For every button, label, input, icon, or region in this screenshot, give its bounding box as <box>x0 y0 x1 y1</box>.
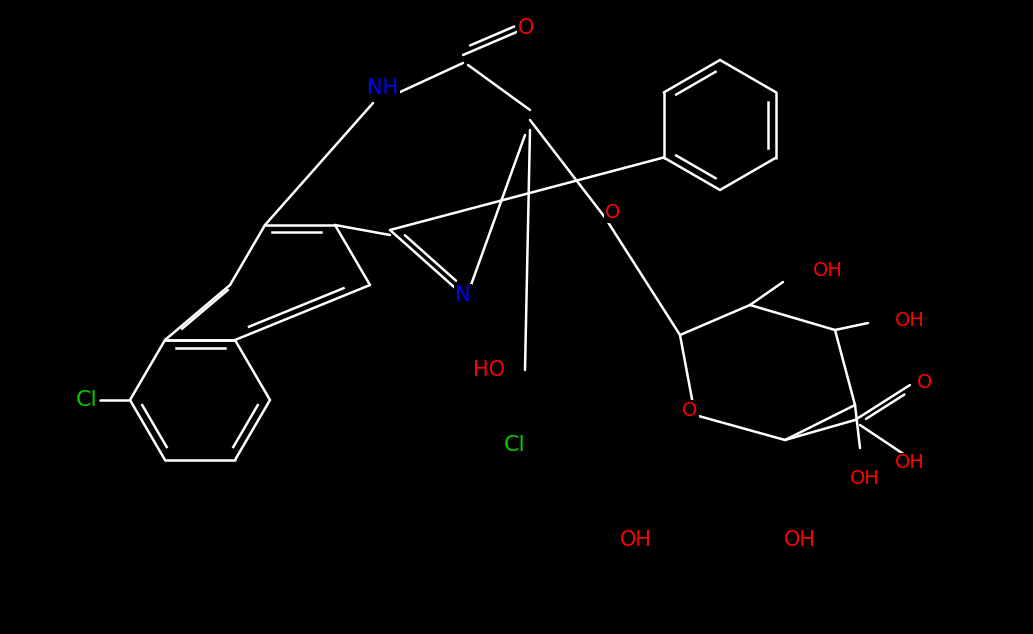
Text: OH: OH <box>850 469 880 488</box>
Text: OH: OH <box>895 311 925 330</box>
Text: HO: HO <box>473 360 505 380</box>
Text: Cl: Cl <box>76 390 98 410</box>
Text: OH: OH <box>895 453 925 472</box>
Text: O: O <box>518 18 534 38</box>
Text: O: O <box>917 373 933 392</box>
Text: N: N <box>456 285 471 305</box>
Text: OH: OH <box>620 530 652 550</box>
Text: OH: OH <box>784 530 816 550</box>
Text: O: O <box>683 401 697 420</box>
Text: NH: NH <box>368 78 399 98</box>
Text: O: O <box>605 203 621 222</box>
Text: OH: OH <box>813 261 843 280</box>
Text: Cl: Cl <box>504 435 526 455</box>
